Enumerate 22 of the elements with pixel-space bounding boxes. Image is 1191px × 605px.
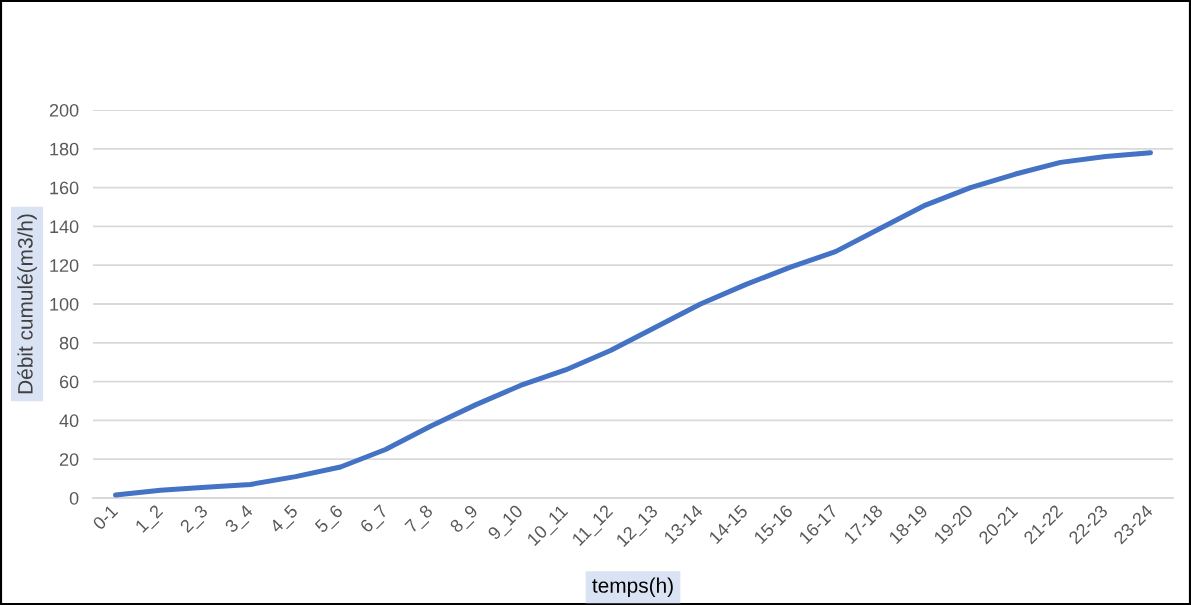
x-tick-label: 7_8	[404, 504, 436, 536]
y-tick-label: 0	[69, 491, 79, 505]
y-tick-label: 180	[50, 142, 79, 156]
y-tick-label: 120	[50, 259, 79, 272]
y-tick-label: 80	[59, 336, 79, 350]
y-tick-label: 160	[50, 181, 79, 195]
y-tick-label: 40	[59, 414, 79, 428]
x-tick-label: 4_5	[269, 504, 301, 536]
x-tick-label: 8_9	[449, 504, 481, 536]
x-axis-title: temps(h)	[592, 577, 673, 597]
y-tick-label: 200	[49, 103, 79, 117]
y-tick-label: 60	[59, 375, 79, 389]
x-tick-label: 6_7	[359, 504, 391, 536]
x-tick-label: 3_4	[224, 503, 256, 536]
y-tick-label: 20	[59, 453, 79, 466]
x-tick-label: 0-1	[91, 504, 119, 531]
y-axis-title: Débit cumulé(m3/h)	[17, 214, 37, 394]
y-tick-label: 100	[50, 297, 79, 311]
y-tick-label: 140	[50, 220, 79, 234]
x-tick-label: 2_3	[179, 504, 211, 536]
x-tick-label: 5_6	[314, 504, 346, 536]
x-tick-label: 1_2	[134, 504, 166, 536]
